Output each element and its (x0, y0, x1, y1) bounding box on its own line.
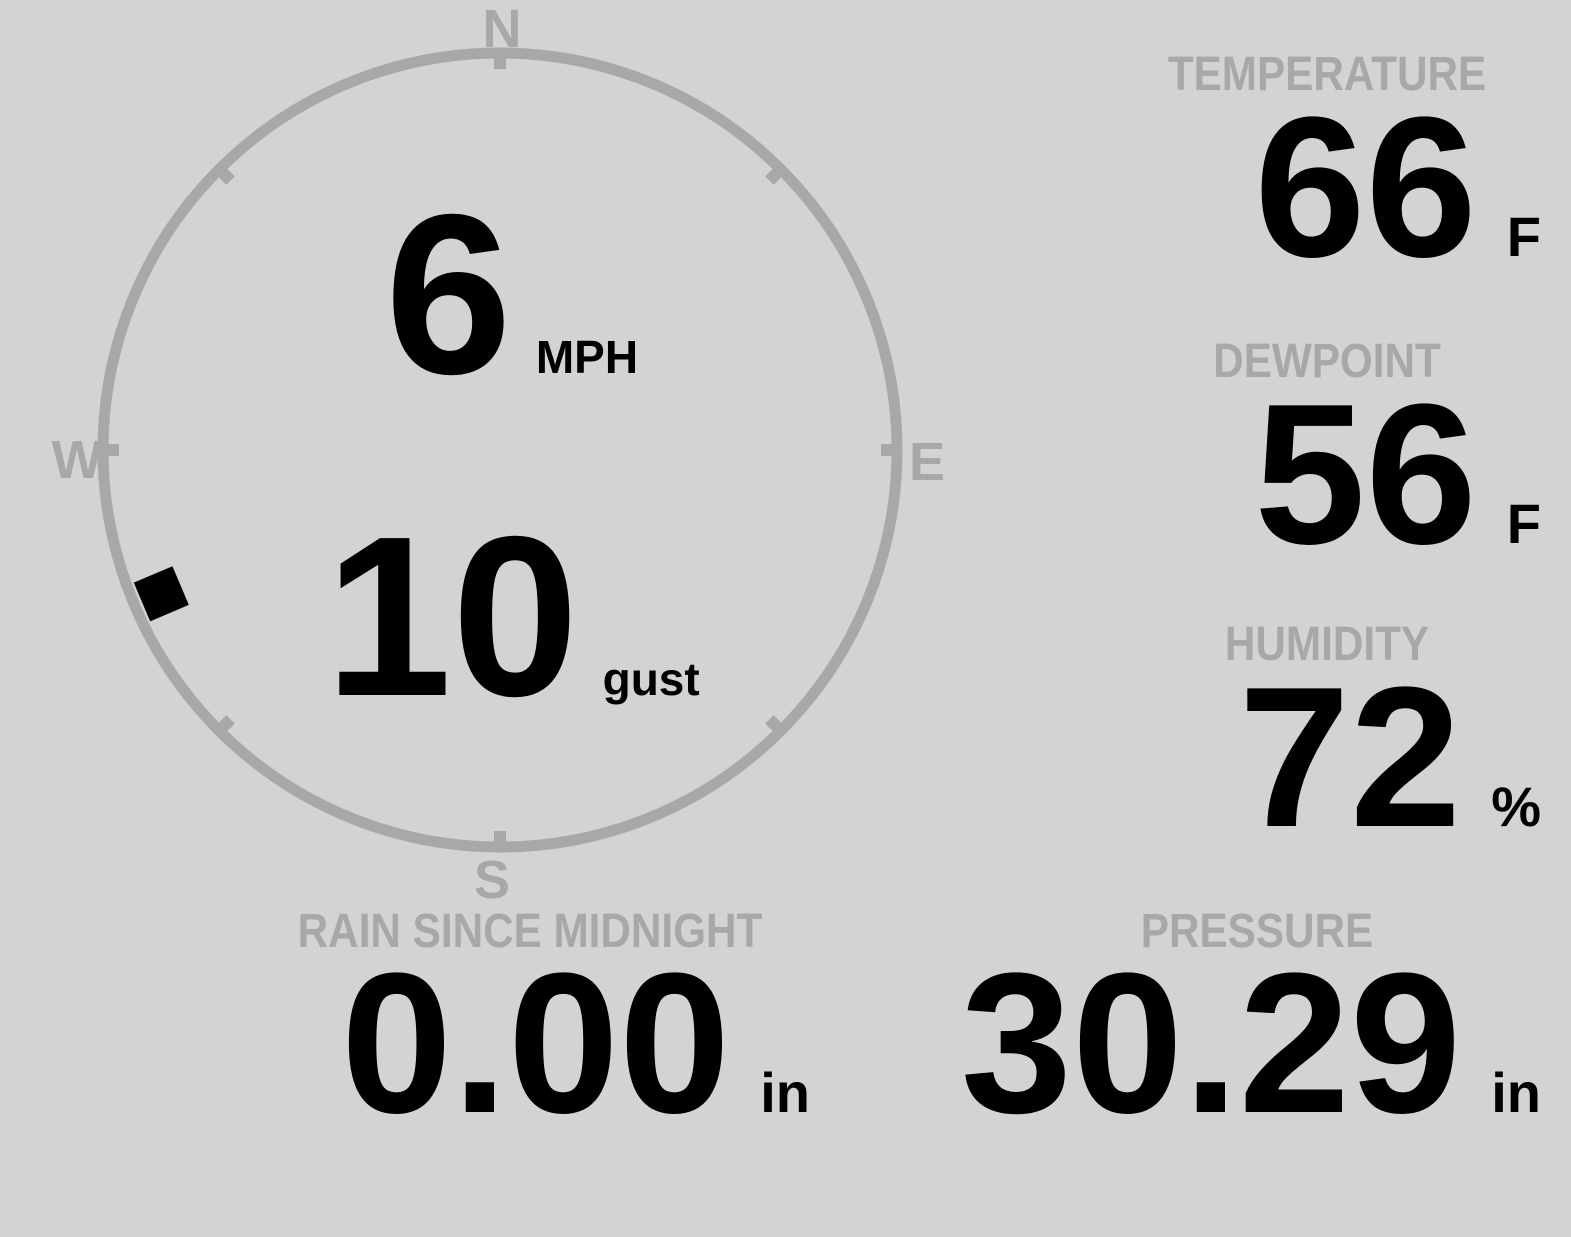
compass-ticks (105, 55, 895, 845)
rain-unit: in (760, 1061, 810, 1124)
rain-reading: 0.00 in (250, 944, 810, 1144)
humidity-unit: % (1491, 775, 1541, 838)
pressure-label: PRESSURE (1140, 905, 1374, 958)
cardinal-west-label: W (52, 430, 103, 490)
pressure-value: 30.29 (960, 932, 1462, 1155)
humidity-label: HUMIDITY (1224, 618, 1430, 671)
dewpoint-reading: 56 F (981, 375, 1541, 575)
dewpoint-label: DEWPOINT (1213, 335, 1441, 388)
pressure-unit: in (1491, 1061, 1541, 1124)
wind-gust-unit: gust (602, 653, 700, 705)
wind-speed: 6 MPH (385, 181, 638, 409)
wind-speed-value: 6 (385, 168, 512, 422)
temperature-label: TEMPERATURE (1167, 48, 1487, 101)
temperature-value: 66 (1254, 76, 1477, 299)
cardinal-south-label: S (474, 850, 510, 910)
rain-label: RAIN SINCE MIDNIGHT (297, 905, 763, 958)
cardinal-east-label: E (909, 432, 945, 492)
temperature-reading: 66 F (981, 88, 1541, 288)
wind-compass: N E S W (52, 0, 946, 910)
wind-speed-unit: MPH (535, 331, 639, 383)
metric-pressure: PRESSURE 30.29 in (841, 905, 1541, 1144)
metric-rain: RAIN SINCE MIDNIGHT 0.00 in (250, 905, 810, 1144)
dewpoint-value: 56 (1254, 363, 1477, 586)
dewpoint-unit: F (1506, 492, 1541, 555)
metric-humidity: HUMIDITY 72 % (981, 618, 1541, 858)
wind-gust: 10 gust (325, 503, 700, 731)
cardinal-north-label: N (483, 0, 522, 59)
compass-ring (97, 47, 903, 853)
temperature-unit: F (1506, 205, 1541, 268)
pressure-reading: 30.29 in (841, 944, 1541, 1144)
metric-dewpoint: DEWPOINT 56 F (981, 335, 1541, 575)
wind-gust-value: 10 (325, 490, 579, 744)
wind-direction-marker (133, 566, 189, 622)
humidity-value: 72 (1238, 646, 1462, 869)
rain-value: 0.00 (340, 932, 731, 1155)
metric-temperature: TEMPERATURE 66 F (981, 48, 1541, 288)
humidity-reading: 72 % (981, 658, 1541, 858)
